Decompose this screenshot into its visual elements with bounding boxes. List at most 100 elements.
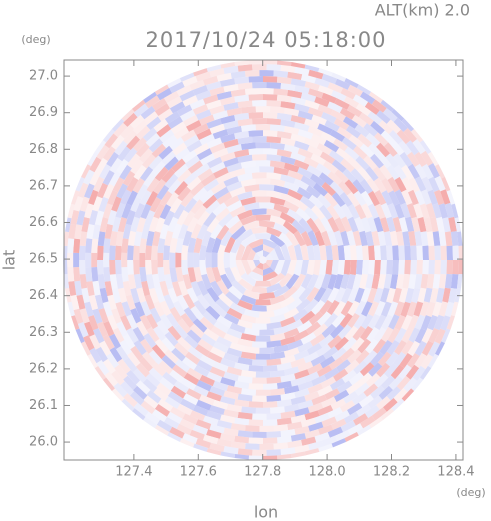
texture-cell bbox=[413, 301, 424, 317]
texture-cell bbox=[251, 208, 267, 216]
texture-cell bbox=[117, 146, 131, 162]
texture-cell bbox=[263, 401, 278, 408]
texture-cell bbox=[139, 252, 146, 268]
texture-cell bbox=[223, 371, 239, 382]
texture-cell bbox=[180, 398, 196, 411]
texture-cell bbox=[405, 364, 420, 380]
x-tick-label: 127.4 bbox=[115, 465, 152, 480]
texture-cell bbox=[300, 260, 309, 276]
texture-cell bbox=[337, 260, 345, 276]
texture-cell bbox=[398, 217, 409, 233]
texture-cell bbox=[117, 287, 128, 303]
texture-cell bbox=[457, 274, 463, 289]
texture-cell bbox=[343, 411, 360, 424]
texture-cell bbox=[245, 425, 260, 432]
texture-cell bbox=[304, 81, 320, 91]
texture-cell bbox=[245, 70, 260, 77]
texture-cell bbox=[448, 288, 457, 304]
texture-cell bbox=[167, 287, 179, 304]
texture-cell bbox=[399, 151, 413, 167]
texture-cell bbox=[212, 110, 229, 121]
texture-cell bbox=[448, 216, 457, 232]
texture-cell bbox=[132, 120, 148, 135]
texture-cell bbox=[248, 437, 263, 444]
texture-cell bbox=[440, 315, 451, 331]
texture-cell bbox=[206, 429, 222, 439]
texture-cell bbox=[229, 167, 246, 178]
texture-cell bbox=[193, 204, 207, 220]
texture-cell bbox=[223, 65, 239, 74]
texture-cell bbox=[387, 203, 399, 219]
texture-cell bbox=[263, 112, 278, 119]
texture-cell bbox=[355, 155, 370, 171]
texture-cell bbox=[263, 244, 275, 253]
texture-cell bbox=[151, 160, 166, 176]
texture-cell bbox=[206, 137, 222, 149]
texture-cell bbox=[376, 396, 391, 410]
texture-cell bbox=[186, 367, 203, 381]
texture-cell bbox=[193, 266, 203, 283]
texture-cell bbox=[234, 454, 249, 460]
texture-cell bbox=[195, 399, 212, 411]
texture-cell bbox=[386, 340, 400, 356]
texture-cell bbox=[304, 64, 320, 72]
texture-cell bbox=[255, 335, 271, 342]
texture-cell bbox=[331, 438, 347, 448]
texture-cell bbox=[209, 280, 223, 297]
texture-cell bbox=[145, 260, 152, 275]
texture-cell bbox=[366, 177, 380, 193]
texture-cell bbox=[301, 74, 317, 84]
texture-cell bbox=[87, 353, 99, 369]
texture-cell bbox=[176, 423, 192, 436]
texture-cell bbox=[209, 366, 226, 378]
texture-cell bbox=[71, 315, 80, 330]
texture-cell bbox=[92, 196, 103, 212]
texture-cell bbox=[294, 260, 303, 277]
texture-cell bbox=[247, 271, 263, 282]
texture-cell bbox=[209, 442, 225, 452]
texture-cell bbox=[195, 438, 211, 449]
texture-cell bbox=[259, 166, 275, 173]
texture-cell bbox=[300, 417, 317, 428]
texture-cell bbox=[252, 100, 267, 107]
texture-cell bbox=[420, 354, 434, 370]
texture-cell bbox=[410, 245, 417, 260]
texture-cell bbox=[396, 274, 405, 289]
texture-cell bbox=[343, 96, 360, 109]
texture-cell bbox=[297, 147, 314, 159]
texture-cell bbox=[265, 260, 273, 268]
texture-cell bbox=[209, 424, 225, 434]
texture-cell bbox=[432, 301, 442, 317]
texture-cell bbox=[115, 202, 126, 219]
texture-cell bbox=[403, 377, 418, 392]
texture-cell bbox=[218, 292, 233, 308]
texture-cell bbox=[308, 69, 324, 80]
texture-cell bbox=[367, 395, 383, 409]
texture-cell bbox=[210, 181, 227, 195]
texture-cell bbox=[405, 216, 415, 232]
texture-cell bbox=[139, 267, 147, 282]
texture-cell bbox=[405, 288, 415, 304]
texture-cell bbox=[255, 389, 271, 396]
texture-cell bbox=[369, 416, 383, 429]
texture-cell bbox=[237, 64, 253, 72]
texture-cell bbox=[186, 388, 202, 401]
texture-cell bbox=[127, 274, 136, 290]
texture-cell bbox=[306, 287, 320, 303]
texture-cell bbox=[244, 166, 260, 174]
texture-cell bbox=[209, 123, 225, 134]
texture-cell bbox=[156, 87, 173, 101]
texture-cell bbox=[432, 231, 441, 246]
texture-cell bbox=[159, 280, 169, 297]
texture-cell bbox=[361, 203, 373, 219]
texture-cell bbox=[280, 447, 296, 456]
texture-cell bbox=[357, 133, 373, 148]
texture-cell bbox=[434, 245, 441, 260]
texture-cell bbox=[366, 327, 380, 343]
texture-cell bbox=[241, 124, 256, 132]
texture-cell bbox=[154, 404, 170, 417]
texture-cell bbox=[212, 129, 229, 140]
texture-cell bbox=[229, 342, 246, 353]
texture-cell bbox=[323, 367, 340, 381]
texture-cell bbox=[164, 111, 180, 124]
